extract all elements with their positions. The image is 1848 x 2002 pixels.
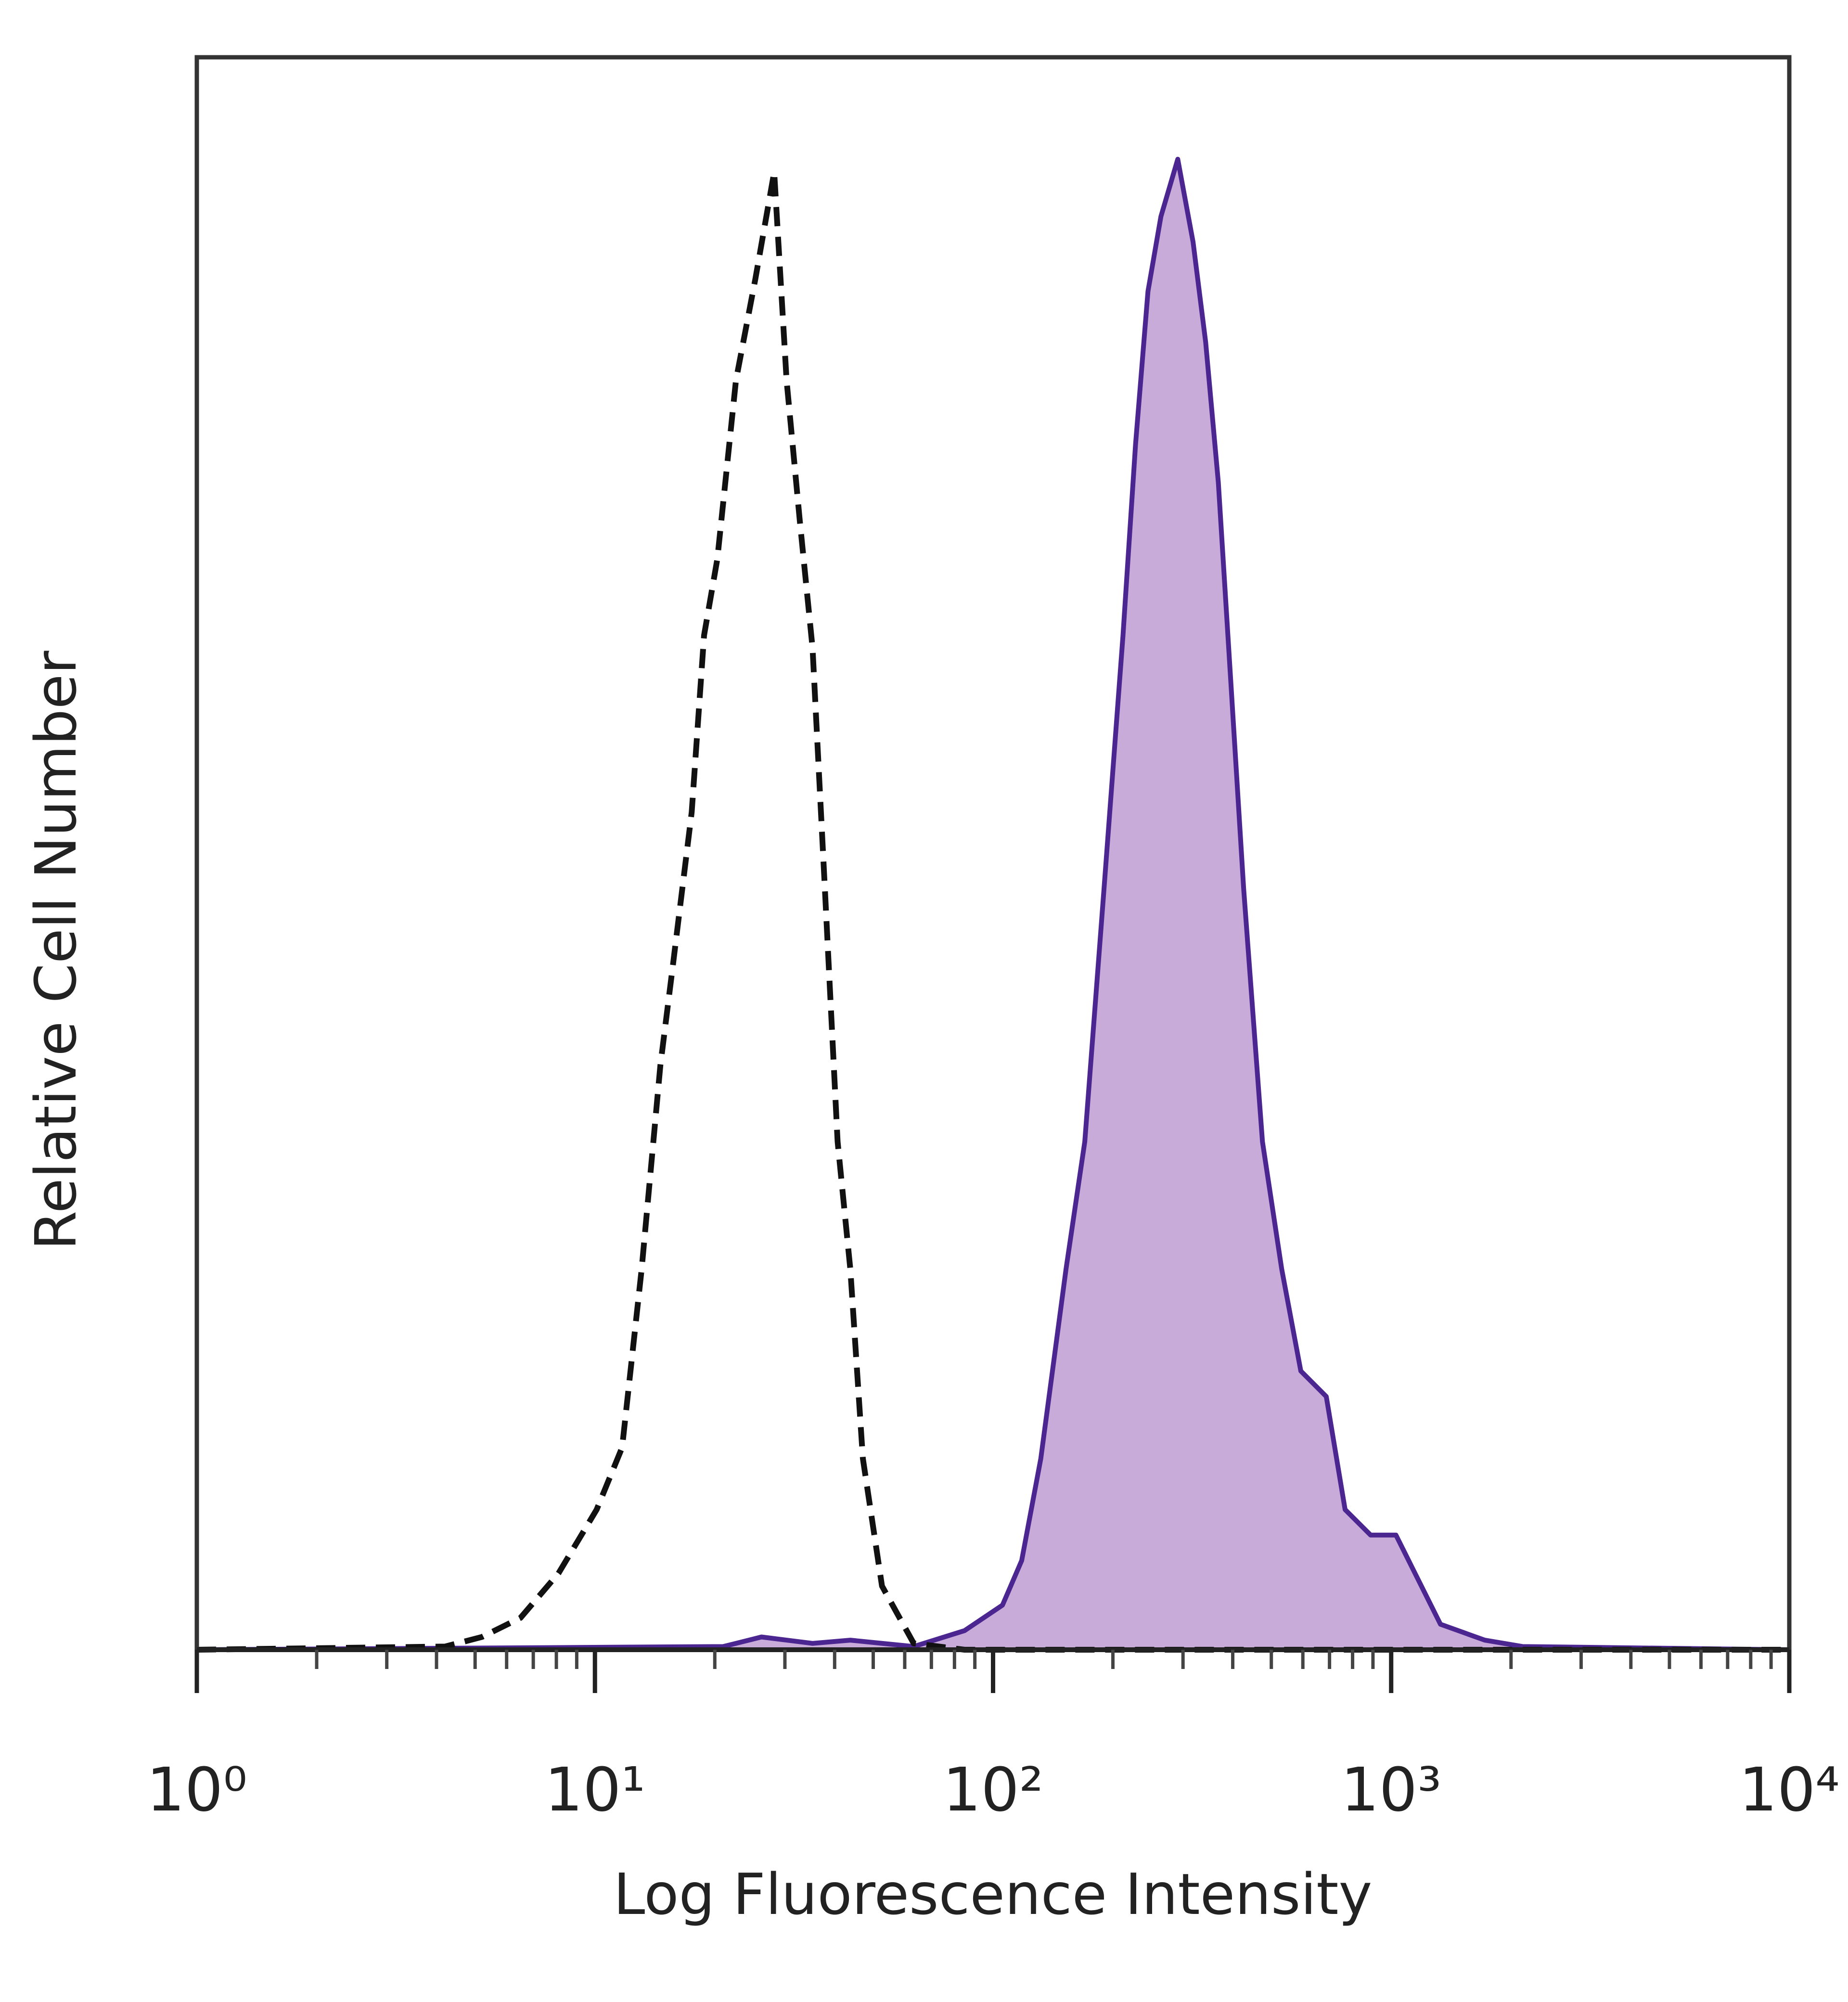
x-tick-label: 10³ [1341, 1755, 1441, 1825]
x-tick-label: 10¹ [545, 1755, 645, 1825]
plot-frame [194, 55, 1792, 1650]
x-tick-label: 10⁰ [146, 1755, 247, 1825]
histogram-area [197, 159, 1789, 1650]
x-tick-label: 10² [943, 1755, 1043, 1825]
y-axis-label: Relative Cell Number [23, 651, 89, 1250]
histogram-line [196, 169, 1789, 1653]
x-axis-label: Log Fluorescence Intensity [614, 1861, 1373, 1927]
histogram-line [196, 156, 1790, 1652]
x-tick-label: 10⁴ [1739, 1755, 1839, 1825]
